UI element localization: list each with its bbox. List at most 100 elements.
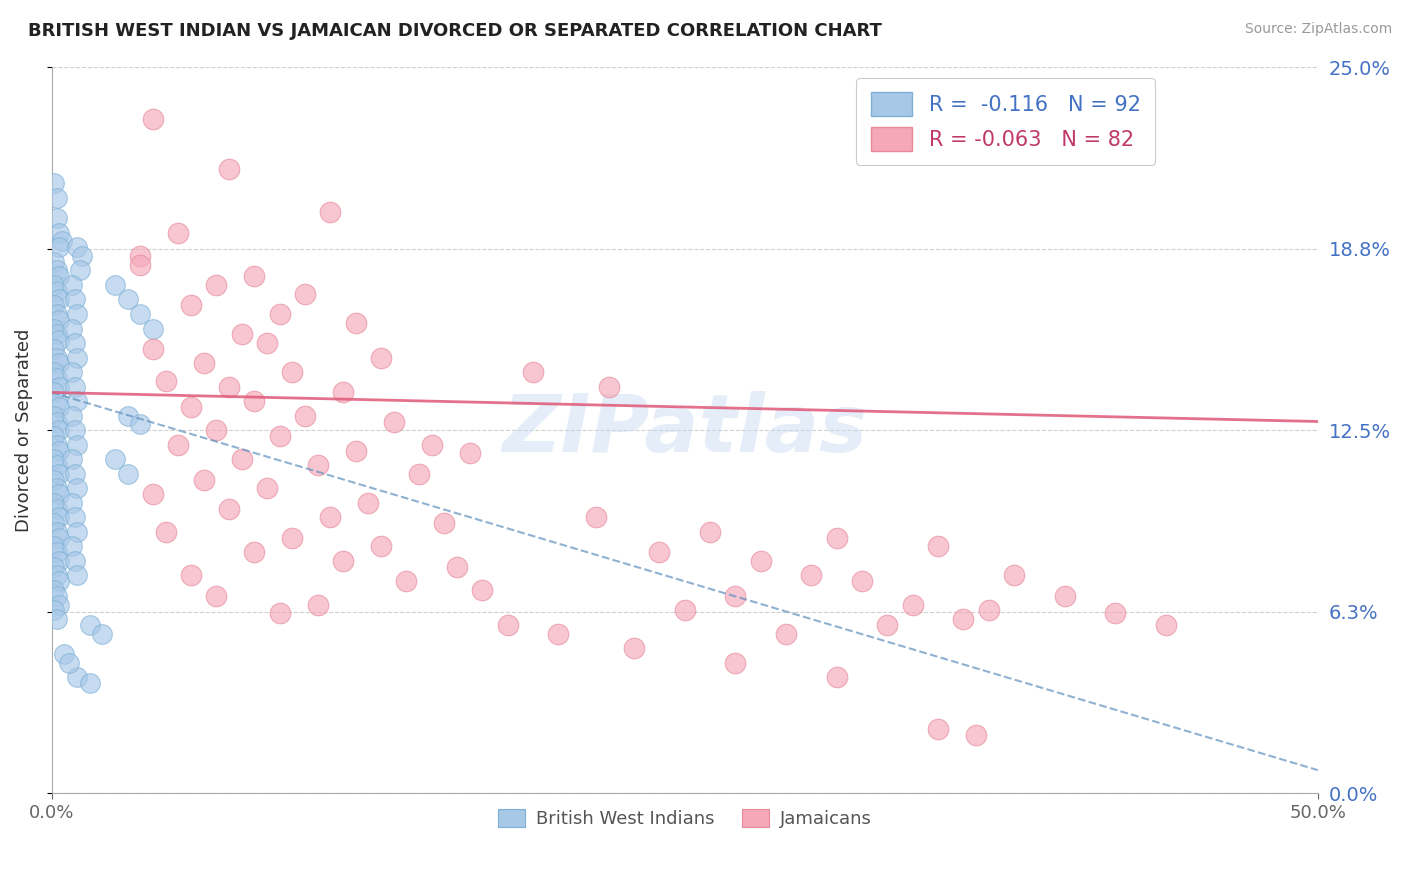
Point <box>699 524 721 539</box>
Point <box>66 670 89 684</box>
Point <box>45 589 67 603</box>
Point <box>598 379 620 393</box>
Point <box>673 603 696 617</box>
Point <box>433 516 456 531</box>
Point <box>45 351 67 365</box>
Point <box>547 626 569 640</box>
Point <box>876 618 898 632</box>
Point <box>142 487 165 501</box>
Point <box>44 496 66 510</box>
Point <box>1053 589 1076 603</box>
Point <box>48 356 70 370</box>
Point <box>60 452 83 467</box>
Point <box>45 394 67 409</box>
Point <box>66 307 89 321</box>
Point <box>231 327 253 342</box>
Point <box>256 336 278 351</box>
Point <box>44 603 66 617</box>
Text: Source: ZipAtlas.com: Source: ZipAtlas.com <box>1244 22 1392 37</box>
Point <box>851 574 873 589</box>
Point <box>48 240 70 254</box>
Point <box>458 446 481 460</box>
Point <box>344 316 367 330</box>
Point <box>117 293 139 307</box>
Point <box>129 307 152 321</box>
Point <box>825 531 848 545</box>
Point <box>800 568 823 582</box>
Point <box>522 365 544 379</box>
Point <box>63 554 86 568</box>
Point <box>48 379 70 393</box>
Point <box>901 598 924 612</box>
Point <box>45 307 67 321</box>
Point <box>48 423 70 437</box>
Point <box>117 409 139 423</box>
Point <box>104 277 127 292</box>
Point <box>60 321 83 335</box>
Point <box>44 473 66 487</box>
Point <box>48 598 70 612</box>
Point <box>45 327 67 342</box>
Point <box>332 554 354 568</box>
Point <box>44 298 66 312</box>
Point <box>48 269 70 284</box>
Point <box>319 205 342 219</box>
Point <box>927 540 949 554</box>
Point <box>129 258 152 272</box>
Point <box>45 524 67 539</box>
Point <box>623 641 645 656</box>
Point <box>60 540 83 554</box>
Point <box>44 321 66 335</box>
Point <box>927 723 949 737</box>
Text: BRITISH WEST INDIAN VS JAMAICAN DIVORCED OR SEPARATED CORRELATION CHART: BRITISH WEST INDIAN VS JAMAICAN DIVORCED… <box>28 22 882 40</box>
Point <box>648 545 671 559</box>
Point <box>269 606 291 620</box>
Point <box>44 385 66 400</box>
Point <box>193 356 215 370</box>
Point <box>218 379 240 393</box>
Point <box>45 545 67 559</box>
Point <box>180 400 202 414</box>
Point <box>60 409 83 423</box>
Point <box>420 438 443 452</box>
Point <box>44 582 66 597</box>
Point <box>1104 606 1126 620</box>
Point <box>48 226 70 240</box>
Point <box>63 336 86 351</box>
Point <box>218 161 240 176</box>
Text: ZIPatlas: ZIPatlas <box>502 392 868 469</box>
Point <box>307 598 329 612</box>
Point <box>205 589 228 603</box>
Point <box>48 510 70 524</box>
Point <box>44 409 66 423</box>
Point <box>193 473 215 487</box>
Point <box>44 559 66 574</box>
Point <box>53 647 76 661</box>
Point <box>44 342 66 356</box>
Point <box>45 211 67 226</box>
Point <box>952 612 974 626</box>
Point <box>48 333 70 347</box>
Point <box>243 394 266 409</box>
Point <box>45 612 67 626</box>
Point <box>44 176 66 190</box>
Point <box>48 293 70 307</box>
Point <box>63 379 86 393</box>
Point <box>69 263 91 277</box>
Point <box>395 574 418 589</box>
Point <box>382 415 405 429</box>
Point <box>155 524 177 539</box>
Point <box>218 501 240 516</box>
Point <box>60 365 83 379</box>
Point <box>319 510 342 524</box>
Legend: British West Indians, Jamaicans: British West Indians, Jamaicans <box>491 801 879 835</box>
Point <box>180 298 202 312</box>
Point <box>471 582 494 597</box>
Point <box>142 321 165 335</box>
Point <box>79 618 101 632</box>
Point <box>66 438 89 452</box>
Point <box>48 400 70 414</box>
Point <box>155 374 177 388</box>
Point <box>1002 568 1025 582</box>
Point <box>45 371 67 385</box>
